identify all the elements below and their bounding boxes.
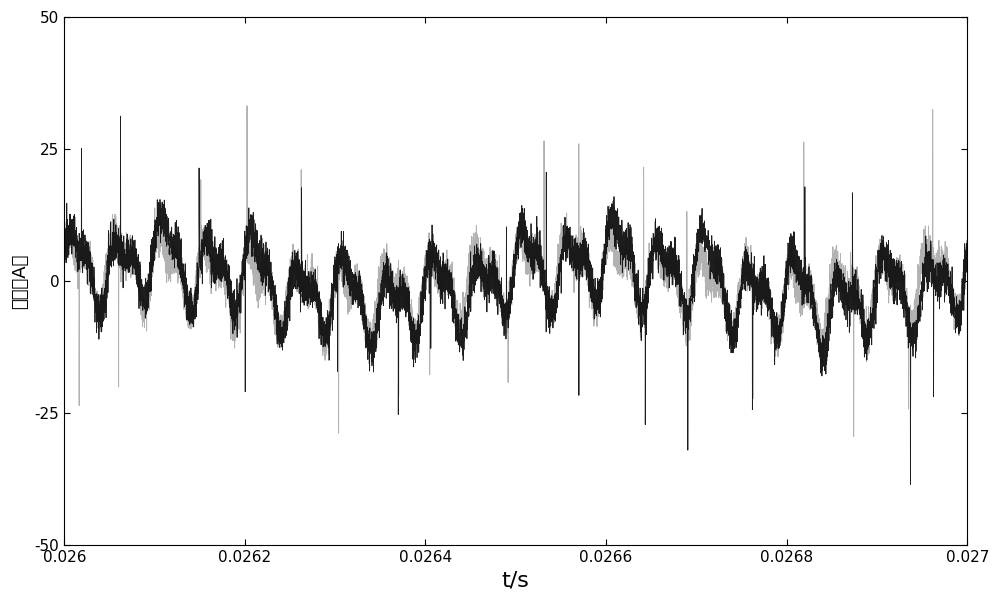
X-axis label: t/s: t/s	[502, 571, 530, 591]
Y-axis label: 电流（A）: 电流（A）	[11, 253, 29, 309]
